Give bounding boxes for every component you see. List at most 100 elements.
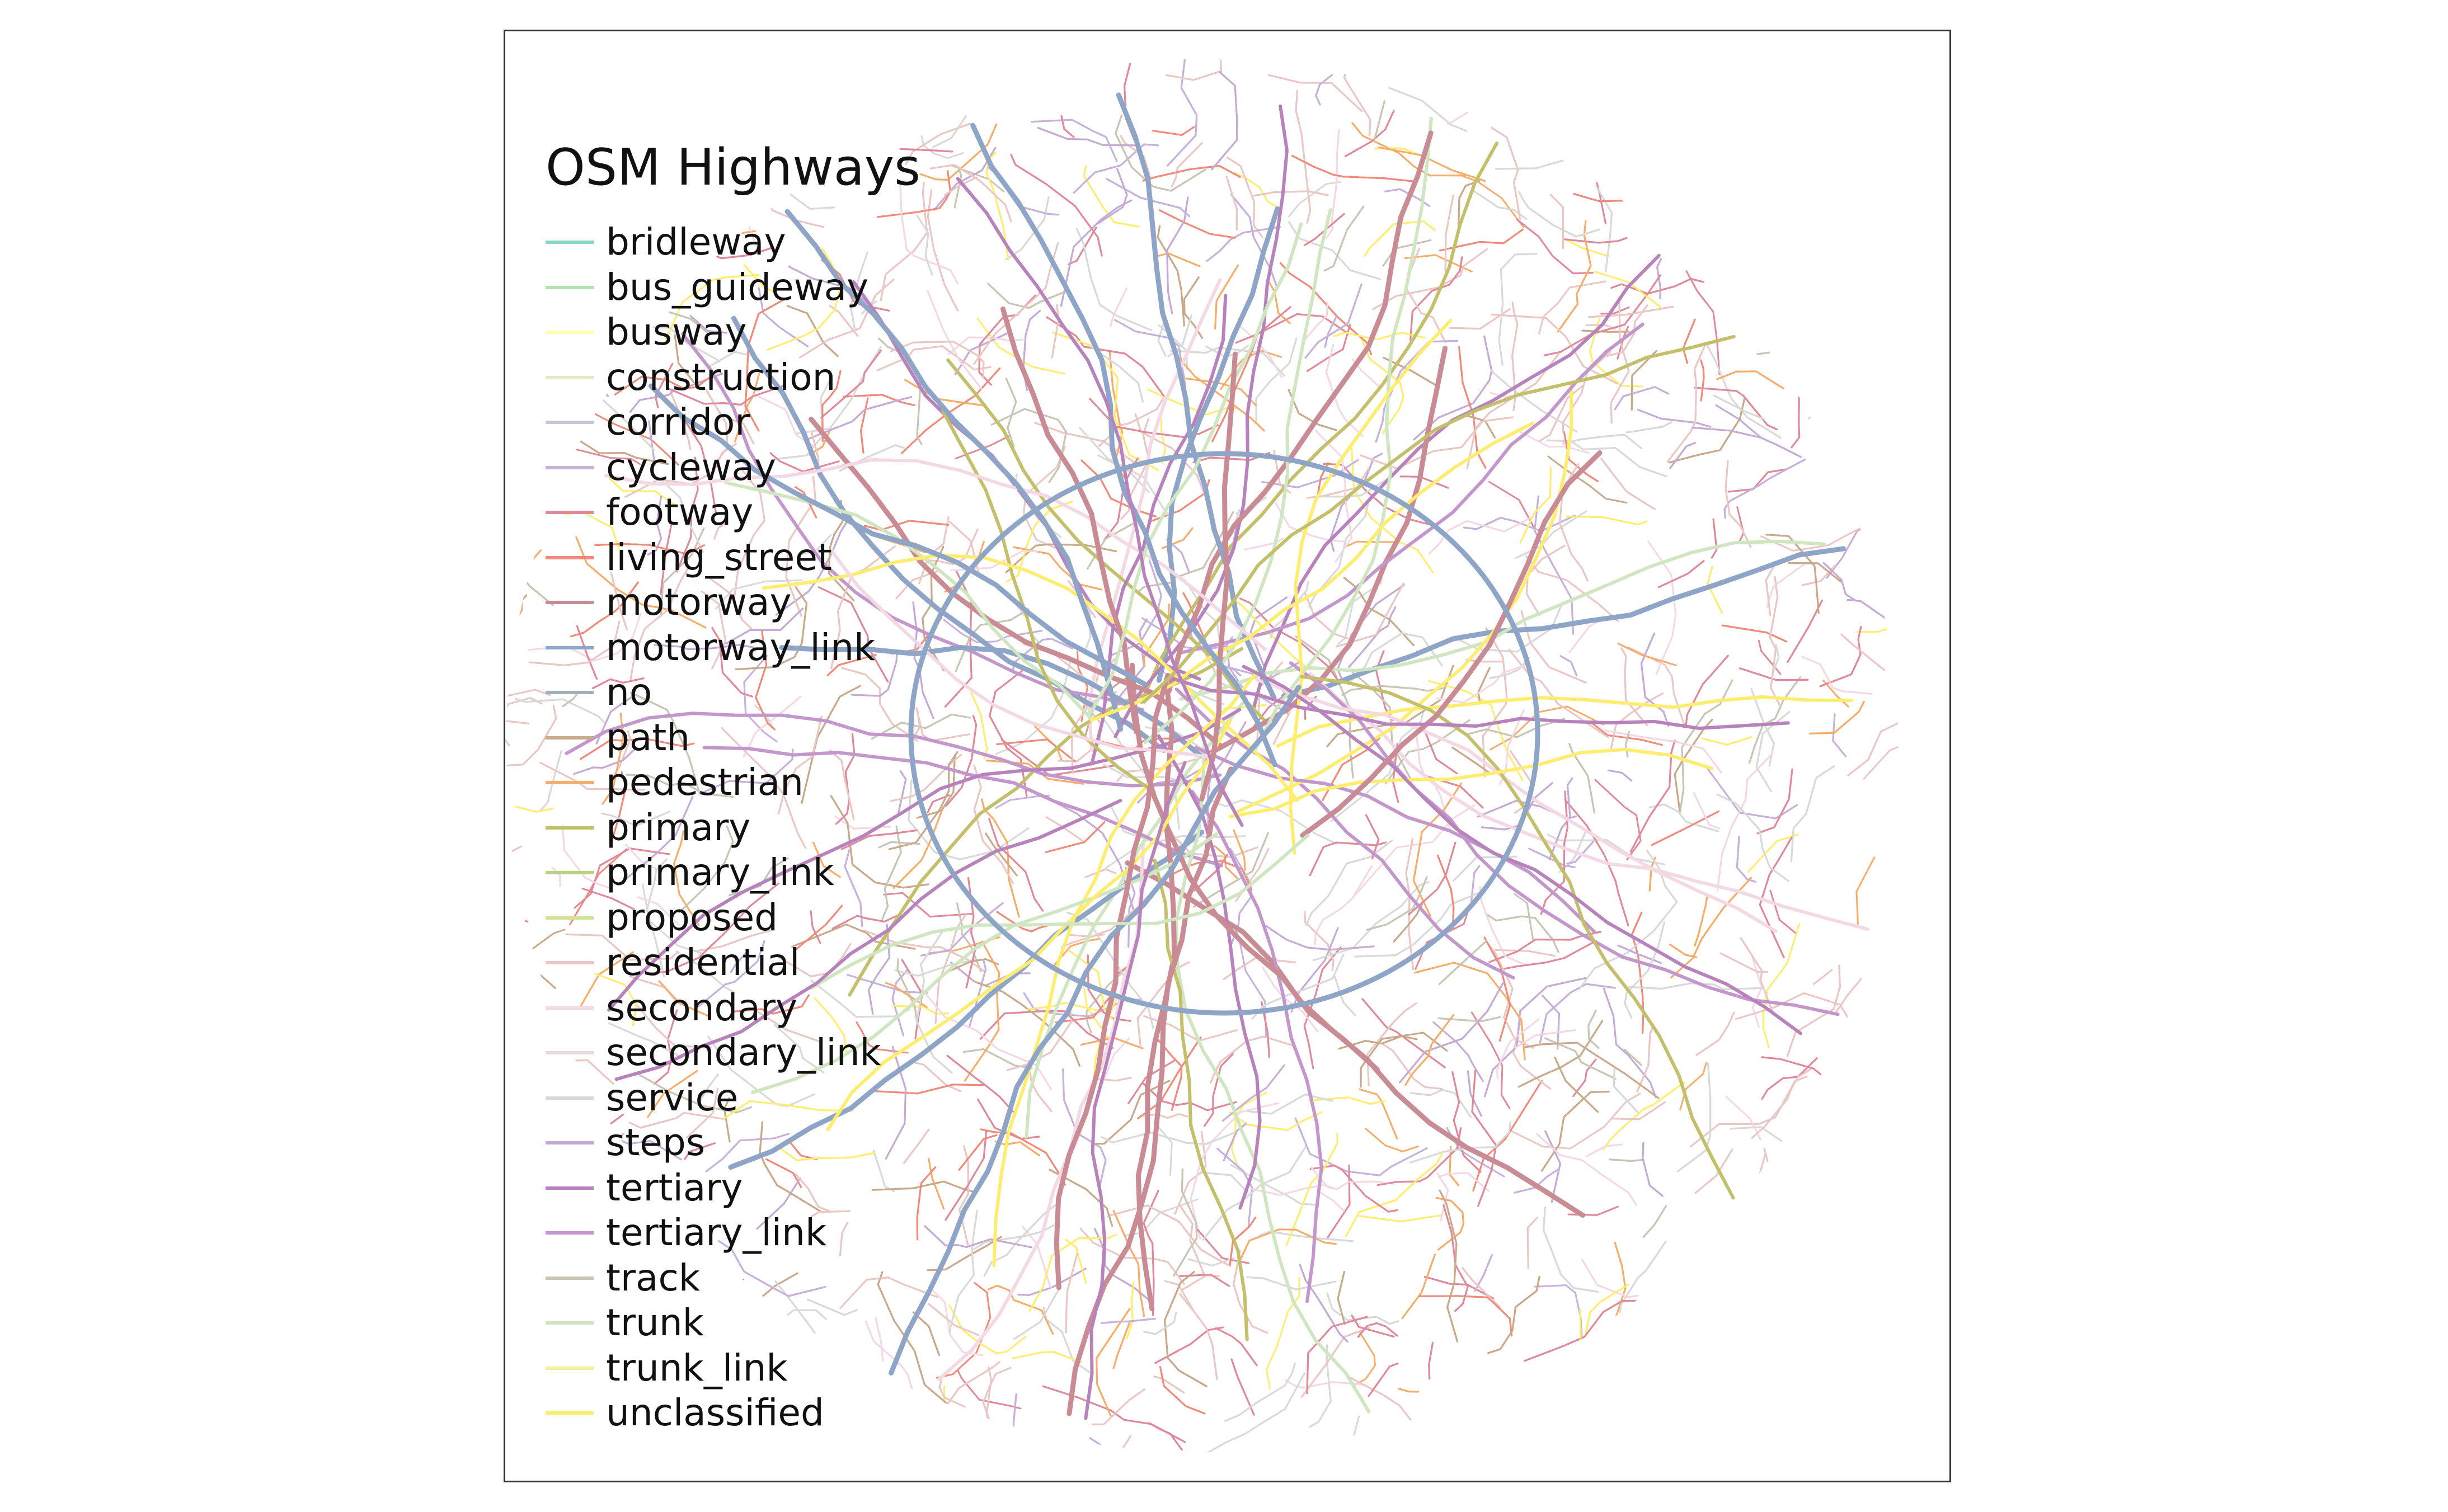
road-segment-residential <box>1610 1101 1666 1120</box>
road-segment-unclassified <box>1566 515 1648 526</box>
road-segment-track <box>678 825 734 913</box>
road-segment-tertiary <box>1167 675 1790 731</box>
road-segment-track <box>1749 676 1801 764</box>
road-segment-residential <box>1538 280 1606 335</box>
road-segment-tertiary-link <box>680 332 1145 712</box>
road-segment-residential <box>929 164 1012 223</box>
road-segment-footway <box>1760 1056 1825 1078</box>
road-segment-residential <box>1740 937 1775 1016</box>
road-segment-service <box>1005 196 1050 261</box>
road-segment-secondary <box>1238 324 1283 378</box>
legend-label: proposed <box>606 896 778 939</box>
legend-label: primary <box>606 806 751 849</box>
road-segment-unclassified <box>1285 1133 1338 1246</box>
road-segment-cycleway <box>1304 284 1362 359</box>
legend-label: track <box>606 1256 700 1299</box>
road-segment-track <box>1486 913 1559 953</box>
road-segment-footway <box>1516 219 1594 275</box>
road-segment-pedestrian <box>1716 370 1784 389</box>
road-segment-residential <box>1372 248 1488 310</box>
road-segment-unclassified <box>1333 331 1426 341</box>
road-segment-residential <box>1336 582 1405 648</box>
legend-label: bus_guideway <box>606 265 869 309</box>
road-segment-footway <box>1010 154 1103 257</box>
road-segment-path <box>1554 1057 1599 1113</box>
road-segment-service <box>514 698 605 723</box>
road-segment-pedestrian <box>919 123 998 181</box>
road-segment-footway <box>1068 227 1097 265</box>
road-segment-residential <box>915 528 979 566</box>
map-panel[interactable] <box>504 30 1951 1482</box>
road-segment-footway <box>1471 1070 1497 1207</box>
road-segment-living-street <box>958 1134 998 1171</box>
road-segment-footway <box>989 667 1028 797</box>
road-segment-residential <box>1610 1101 1666 1120</box>
road-segment-residential <box>1171 142 1203 187</box>
road-segment-motorway-link <box>779 644 1203 758</box>
road-segment-unclassified <box>609 478 675 506</box>
road-segment-residential <box>1444 195 1454 272</box>
road-segment-service <box>774 1280 816 1334</box>
legend-item-primary: primary <box>546 806 920 851</box>
road-segment-cycleway <box>1324 316 1337 348</box>
road-segment-residential <box>1192 59 1223 74</box>
road-segment-primary <box>1300 675 1735 1200</box>
road-segment-unclassified <box>1856 611 1899 633</box>
road-segment-living-street <box>1291 154 1417 183</box>
road-segment-secondary <box>1314 865 1373 945</box>
road-segment-residential <box>505 845 522 887</box>
road-segment-path <box>1668 396 1746 464</box>
road-segment-footway <box>1443 1204 1469 1312</box>
road-segment-steps <box>1017 1268 1087 1296</box>
road-segment-steps <box>654 644 758 651</box>
road-segment-footway <box>1727 468 1787 493</box>
road-segment-path <box>569 434 669 465</box>
road-segment-residential <box>928 1303 980 1336</box>
road-segment-unclassified <box>1428 680 1524 781</box>
road-segment-residential <box>830 545 896 670</box>
road-segment-pedestrian <box>1435 1197 1465 1251</box>
road-segment-footway <box>1600 307 1630 315</box>
road-segment-steps <box>851 650 898 697</box>
road-segment-residential <box>799 279 895 359</box>
legend-label: pedestrian <box>606 761 804 804</box>
road-segment-service <box>971 1224 1055 1251</box>
road-segment-path <box>916 754 956 819</box>
legend-swatch <box>546 1231 594 1235</box>
road-segment-pedestrian <box>1822 680 1849 708</box>
road-segment-footway <box>1756 768 1793 835</box>
road-segment-steps <box>573 749 635 775</box>
road-segment-trunk <box>1253 116 1433 751</box>
road-segment-motorway-link <box>784 209 1124 732</box>
road-segment-footway <box>1306 1316 1368 1395</box>
road-segment-residential <box>927 189 958 312</box>
road-segment-footway <box>988 818 1044 912</box>
road-segment-unclassified <box>514 806 553 813</box>
road-segment-pedestrian <box>1181 377 1257 407</box>
road-segment-pedestrian <box>812 841 841 878</box>
road-segment-living-street <box>731 994 810 1015</box>
road-segment-residential <box>1061 934 1105 949</box>
road-segment-tertiary <box>1242 665 1803 1035</box>
road-segment-track <box>1642 1205 1667 1238</box>
legend-item-service: service <box>546 1076 920 1121</box>
road-segment-unclassified <box>1285 1133 1338 1246</box>
road-segment-unclassified <box>1229 1111 1323 1131</box>
road-segment-living-street <box>843 394 915 407</box>
legend-item-living-street: living_street <box>546 535 920 581</box>
road-segment-service <box>1625 421 1672 434</box>
road-segment-footway <box>1471 1070 1497 1207</box>
road-segment-footway <box>1524 1299 1664 1362</box>
road-segment-living-street <box>610 771 627 844</box>
road-segment-residential <box>938 1377 966 1408</box>
road-segment-footway <box>1658 560 1705 588</box>
road-segment-service <box>1807 401 1825 420</box>
road-segment-service <box>1066 912 1154 1029</box>
road-segment-secondary <box>1716 753 1773 892</box>
road-segment-service <box>642 883 704 955</box>
road-segment-residential <box>1141 1113 1188 1119</box>
road-segment-pedestrian <box>1351 122 1467 177</box>
road-segment-residential <box>1120 135 1151 177</box>
road-segment-cycleway <box>1031 119 1118 162</box>
road-segment-residential <box>1760 524 1869 552</box>
